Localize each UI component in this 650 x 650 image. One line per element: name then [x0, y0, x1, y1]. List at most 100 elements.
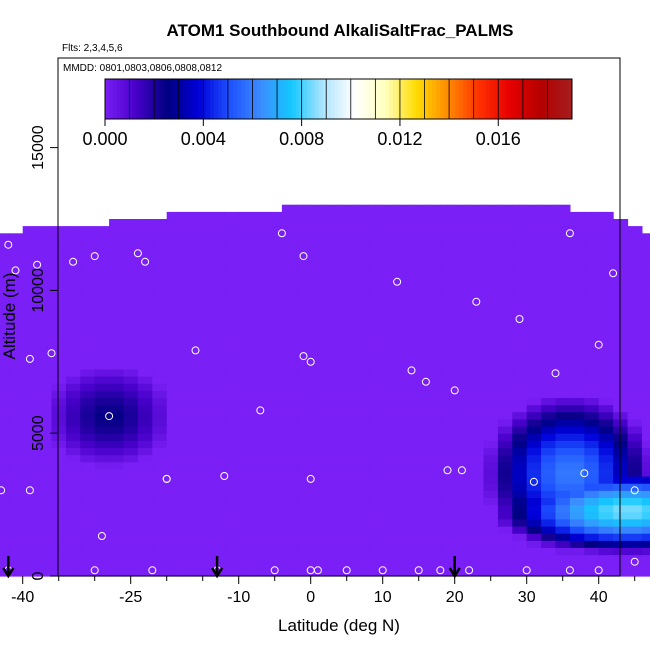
heatmap-cell — [425, 269, 441, 277]
heatmap-cell — [37, 526, 53, 534]
heatmap-cell — [584, 440, 600, 448]
heatmap-cell — [411, 311, 427, 320]
heatmap-cell — [166, 276, 182, 284]
heatmap-cell — [123, 568, 139, 577]
heatmap-cell — [22, 404, 38, 413]
heatmap-cell — [425, 226, 441, 234]
heatmap-cell — [325, 404, 341, 413]
sample-point — [191, 346, 200, 355]
heatmap-cell — [238, 376, 254, 384]
heatmap-cell — [339, 483, 355, 491]
heatmap-cell — [37, 276, 53, 284]
heatmap-cell — [123, 533, 139, 541]
heatmap-cell — [569, 411, 585, 420]
heatmap-cell — [123, 526, 139, 534]
heatmap-cell — [65, 226, 81, 234]
heatmap-cell — [166, 304, 182, 313]
heatmap-cell — [209, 297, 225, 306]
heatmap-cell — [526, 554, 542, 563]
heatmap-cell — [613, 269, 629, 277]
heatmap-cell — [137, 383, 153, 391]
heatmap-cell — [339, 226, 355, 234]
heatmap-cell — [440, 383, 456, 391]
heatmap-cell — [339, 311, 355, 320]
heatmap-cell — [598, 518, 614, 527]
heatmap-cell — [440, 426, 456, 434]
heatmap-cell — [411, 383, 427, 391]
heatmap-cell — [353, 354, 369, 363]
heatmap-cell — [238, 511, 254, 520]
heatmap-cell — [454, 226, 470, 234]
heatmap-cell — [224, 511, 240, 520]
heatmap-cell — [454, 411, 470, 420]
heatmap-cell — [253, 533, 269, 541]
heatmap-cell — [569, 283, 585, 291]
heatmap-cell — [152, 361, 168, 370]
heatmap-cell — [166, 219, 182, 227]
colorbar-segment — [206, 79, 211, 119]
heatmap-cell — [641, 397, 650, 406]
heatmap-cell — [296, 468, 312, 477]
heatmap-cell — [425, 354, 441, 363]
heatmap-cell — [584, 468, 600, 477]
heatmap-cell — [613, 554, 629, 563]
heatmap-cell — [137, 518, 153, 527]
heatmap-cell — [512, 261, 528, 270]
heatmap-cell — [526, 354, 542, 363]
heatmap-cell — [397, 226, 413, 234]
heatmap-cell — [368, 418, 384, 427]
heatmap-cell — [37, 333, 53, 341]
heatmap-cell — [209, 368, 225, 377]
heatmap-cell — [37, 261, 53, 270]
heatmap-cell — [296, 333, 312, 341]
heatmap-cell — [641, 461, 650, 470]
heatmap-cell — [310, 554, 326, 563]
heatmap-cell — [497, 269, 513, 277]
heatmap-cell — [512, 518, 528, 527]
heatmap-cell — [541, 540, 557, 548]
heatmap-cell — [224, 290, 240, 299]
heatmap-cell — [109, 261, 125, 270]
heatmap-cell — [137, 554, 153, 563]
colorbar-segment — [159, 79, 164, 119]
heatmap-cell — [541, 326, 557, 334]
heatmap-cell — [8, 361, 24, 370]
heatmap-cell — [641, 540, 650, 548]
heatmap-cell — [411, 490, 427, 498]
heatmap-cell — [51, 504, 67, 513]
heatmap-cell — [598, 368, 614, 377]
heatmap-cell — [37, 290, 53, 299]
heatmap-cell — [109, 354, 125, 363]
heatmap-cell — [526, 404, 542, 413]
heatmap-cell — [425, 454, 441, 463]
heatmap-cell — [65, 433, 81, 441]
colorbar-segment — [536, 79, 542, 119]
heatmap-cell — [195, 454, 211, 463]
heatmap-cell — [526, 397, 542, 406]
heatmap-cell — [541, 290, 557, 299]
heatmap-cell — [598, 511, 614, 520]
heatmap-cell — [425, 233, 441, 241]
heatmap-cell — [310, 433, 326, 441]
heatmap-cell — [569, 483, 585, 491]
heatmap-cell — [555, 426, 571, 434]
heatmap-cell — [195, 254, 211, 263]
heatmap-cell — [382, 368, 398, 377]
heatmap-cell — [440, 333, 456, 341]
heatmap-cell — [281, 361, 297, 370]
heatmap-cell — [598, 261, 614, 270]
heatmap-cell — [109, 283, 125, 291]
heatmap-cell — [152, 390, 168, 399]
heatmap-cell — [584, 269, 600, 277]
heatmap-cell — [65, 368, 81, 377]
heatmap-cell — [224, 447, 240, 456]
heatmap-cell — [526, 304, 542, 313]
heatmap-cell — [526, 518, 542, 527]
heatmap-cell — [641, 347, 650, 356]
heatmap-cell — [238, 319, 254, 327]
heatmap-cell — [454, 361, 470, 370]
heatmap-cell — [569, 561, 585, 570]
colorbar-segment — [284, 79, 289, 119]
heatmap-cell — [296, 354, 312, 363]
heatmap-cell — [339, 247, 355, 256]
